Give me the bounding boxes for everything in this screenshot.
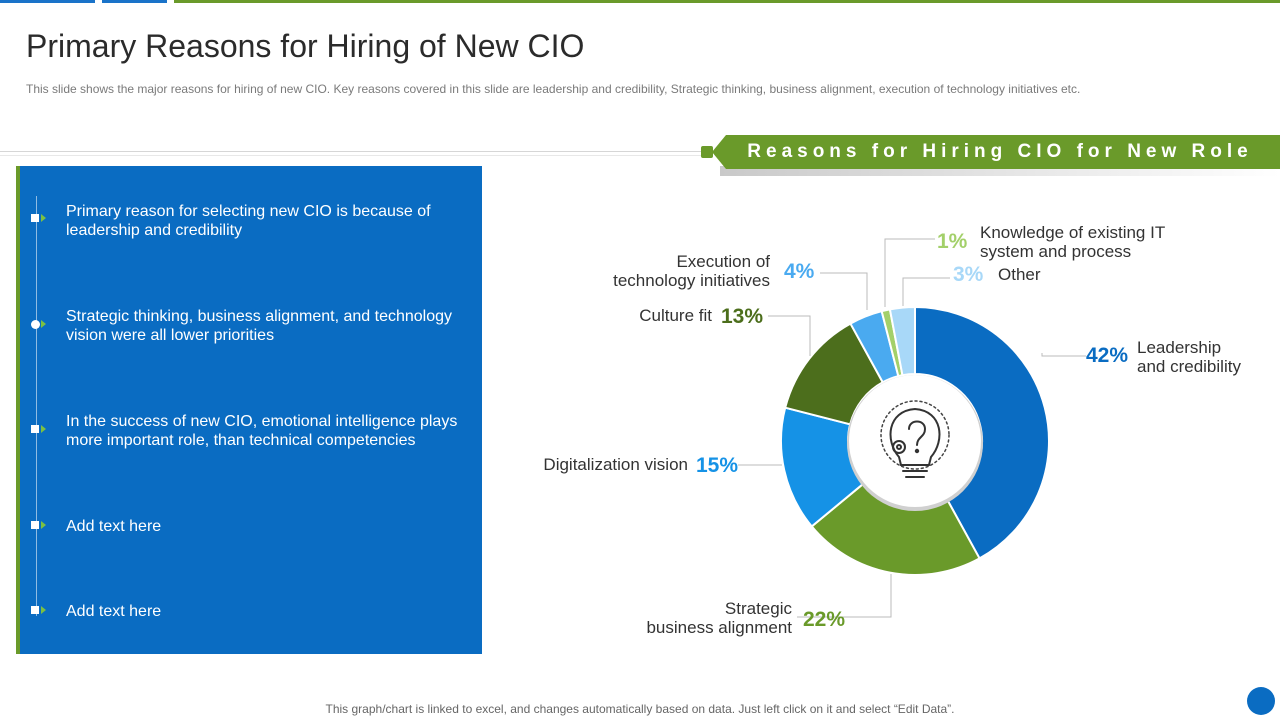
lightbulb-question-icon (880, 400, 950, 478)
arrow-right-icon (41, 606, 46, 614)
center-circle (849, 375, 981, 507)
slice-other (888, 305, 916, 377)
footer-note: This graph/chart is linked to excel, and… (325, 702, 955, 716)
panel-item-5: Add text here (66, 603, 162, 620)
banner-connector-dot (701, 146, 713, 158)
category-label-execution-of-technology-initiatives: Execution of technology initiatives (613, 252, 770, 290)
leader-line-culture-fit (768, 315, 811, 356)
arrow-right-icon (41, 521, 46, 529)
corner-dot (1247, 687, 1275, 715)
category-label-knowledge-of-existing-it-system-and-process: Knowledge of existing IT system and proce… (980, 223, 1165, 261)
data-label-other: 3% (953, 263, 984, 286)
page-subtitle: This slide shows the major reasons for h… (26, 82, 1081, 96)
category-label-strategic-business-alignment: Strategic business alignment (646, 599, 792, 637)
square-bullet-icon (31, 606, 39, 614)
data-label-strategic-business-alignment: 22% (803, 608, 845, 631)
page-title: Primary Reasons for Hiring of New CIO (26, 28, 585, 64)
data-label-leadership-and-credibility: 42% (1086, 344, 1128, 367)
data-label-execution-of-technology-initiatives: 4% (784, 260, 815, 283)
data-label-digitalization-vision: 15% (696, 454, 738, 477)
timeline-line (36, 196, 37, 616)
reasons-panel: Primary reason for selecting new CIO is … (16, 166, 482, 654)
donut-chart: 42% Leadership and credibility 22% Strategic… (543, 223, 1241, 637)
data-label-culture-fit: 13% (721, 305, 763, 328)
category-label-other: Other (998, 265, 1041, 284)
banner-shadow (720, 166, 1280, 176)
arrow-right-icon (41, 320, 46, 328)
top-accent-blue-2 (102, 0, 167, 3)
category-label-culture-fit: Culture fit (639, 306, 712, 325)
square-bullet-icon (31, 214, 39, 222)
chart-banner: Reasons for Hiring CIO for New Role (712, 135, 1280, 169)
square-bullet-icon (31, 521, 39, 529)
arrow-right-icon (41, 425, 46, 433)
panel-item-2: Strategic thinking, business alignment, … (66, 308, 453, 344)
leader-line-knowledge-of-existing-it-system-and-process (884, 238, 935, 307)
category-label-digitalization-vision: Digitalization vision (543, 455, 688, 474)
data-label-knowledge-of-existing-it-system-and-process: 1% (937, 230, 968, 253)
panel-item-3: In the success of new CIO, emotional int… (66, 413, 458, 449)
category-label-leadership-and-credibility: Leadership and credibility (1137, 338, 1241, 376)
panel-item-4: Add text here (66, 518, 162, 535)
divider-line-secondary (0, 155, 705, 156)
top-accent-green (174, 0, 1280, 3)
circle-bullet-icon (31, 320, 40, 329)
top-accent-blue-1 (0, 0, 95, 3)
panel-item-1: Primary reason for selecting new CIO is … (66, 203, 431, 239)
leader-line-strategic-business-alignment (797, 574, 892, 618)
leader-line-execution-of-technology-initiatives (820, 272, 868, 310)
arrow-right-icon (41, 214, 46, 222)
square-bullet-icon (31, 425, 39, 433)
divider-line (0, 151, 705, 152)
leader-line-other (902, 277, 950, 306)
leader-line-leadership-and-credibility (1041, 353, 1086, 357)
